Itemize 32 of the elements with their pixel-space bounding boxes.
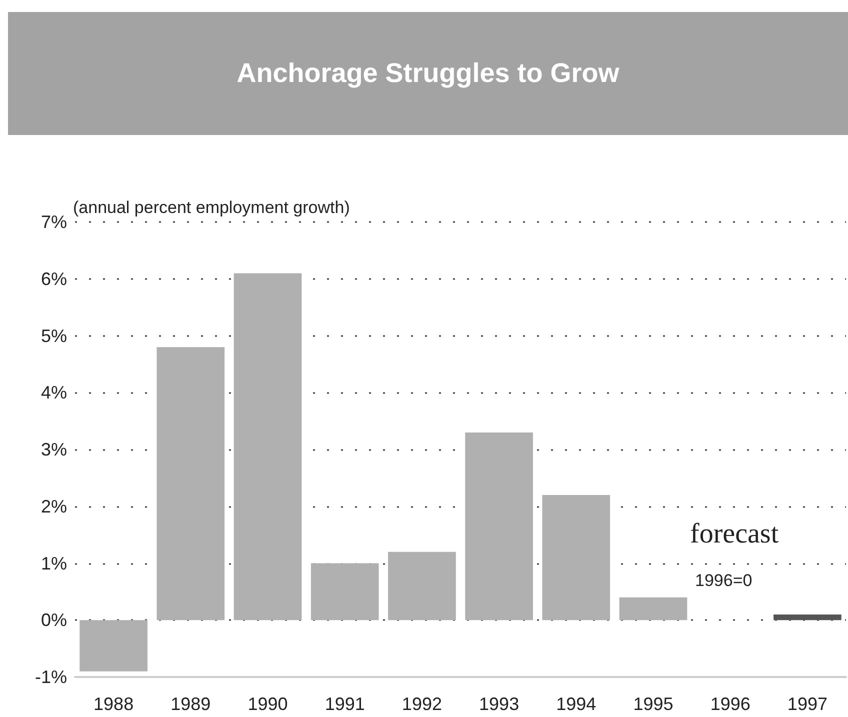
bar	[80, 620, 148, 672]
y-tick-label: 1%	[40, 553, 67, 574]
annotation: forecast	[690, 518, 779, 550]
bar	[310, 563, 379, 620]
x-tick-label: 1990	[248, 694, 288, 714]
x-tick-label: 1989	[170, 694, 211, 714]
x-tick-label: 1992	[402, 694, 442, 714]
x-tick-label: 1997	[787, 694, 828, 714]
bar	[619, 597, 688, 620]
y-tick-label: 6%	[40, 268, 67, 289]
x-tick-label: 1994	[556, 694, 596, 714]
bar	[465, 432, 533, 620]
y-tick-label: 2%	[40, 496, 67, 516]
annotation: 1996=0	[695, 571, 752, 590]
bar	[774, 614, 842, 620]
y-tick-label: 4%	[40, 382, 67, 403]
chart-title: Anchorage Struggles to Grow	[8, 12, 848, 135]
x-tick-label: 1995	[633, 694, 674, 714]
y-tick-label: -1%	[34, 667, 67, 687]
x-tick-label: 1988	[94, 694, 134, 714]
bar	[234, 273, 302, 620]
y-tick-label: 5%	[40, 326, 67, 346]
y-tick-label: 7%	[40, 212, 67, 232]
bar	[156, 347, 225, 620]
x-tick-label: 1993	[479, 694, 520, 714]
bar	[542, 495, 610, 620]
x-tick-label: 1991	[324, 694, 365, 714]
y-axis-title: (annual percent employment growth)	[73, 198, 350, 217]
bar	[388, 552, 456, 620]
y-tick-label: 3%	[40, 440, 67, 460]
x-tick-label: 1996	[710, 694, 750, 714]
y-tick-label: 0%	[40, 610, 67, 630]
